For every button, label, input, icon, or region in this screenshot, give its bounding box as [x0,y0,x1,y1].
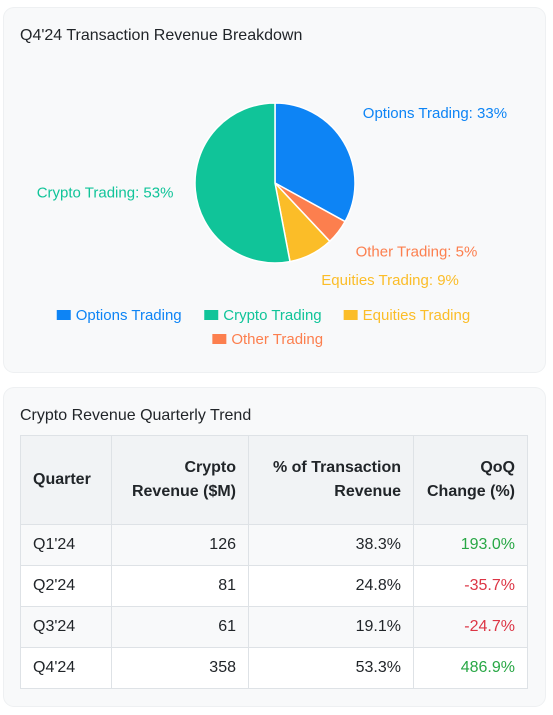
cell-pct-transaction-revenue: 53.3% [248,647,414,689]
cell-qoq-change: 193.0% [413,524,528,566]
slice-label-other-trading: Other Trading: 5% [356,244,478,261]
revenue-breakdown-card: Q4'24 Transaction Revenue Breakdown Opti… [4,8,545,372]
cell-quarter: Q1'24 [20,524,112,566]
legend-item-other-trading[interactable]: Other Trading [212,331,323,348]
legend-label: Options Trading [76,307,182,324]
slice-label-equities-trading: Equities Trading: 9% [321,272,459,289]
legend-swatch [212,334,227,344]
cell-crypto-revenue: 81 [111,565,249,607]
cell-pct-transaction-revenue: 19.1% [248,606,414,648]
crypto-trend-table: Quarter Crypto Revenue ($M) % of Transac… [20,435,528,689]
revenue-pie-chart: Options Trading: 33% Other Trading: 5% Equ… [37,102,507,348]
legend-label: Crypto Trading [223,307,321,324]
cell-quarter: Q2'24 [20,565,112,607]
legend-swatch [56,310,71,320]
legend-item-crypto-trading[interactable]: Crypto Trading [204,307,322,324]
legend-swatch [204,310,219,320]
cell-pct-transaction-revenue: 24.8% [248,565,414,607]
breakdown-card-title: Q4'24 Transaction Revenue Breakdown [20,27,303,44]
cell-crypto-revenue: 358 [111,647,249,689]
cell-qoq-change: 486.9% [413,647,528,689]
legend-item-options-trading[interactable]: Options Trading [56,307,182,324]
cell-quarter: Q3'24 [20,606,112,648]
legend-swatch [343,310,358,320]
column-header-crypto-revenue: Crypto Revenue ($M) [111,435,249,525]
column-header-quarter: Quarter [20,435,112,525]
cell-crypto-revenue: 126 [111,524,249,566]
column-header-pct-transaction-revenue: % of Transaction Revenue [248,435,414,525]
table-row: Q4'24 358 53.3% 486.9% [20,647,528,689]
cell-crypto-revenue: 61 [111,606,249,648]
cell-quarter: Q4'24 [20,647,112,689]
legend-label: Equities Trading [363,307,471,324]
column-header-qoq-change: QoQ Change (%) [413,435,528,525]
slice-label-options-trading: Options Trading: 33% [363,105,507,122]
legend-label: Other Trading [231,331,323,348]
cell-pct-transaction-revenue: 38.3% [248,524,414,566]
pie-slice-options-trading [274,102,356,223]
pie-slice-crypto-trading [194,102,291,264]
crypto-trend-card: Crypto Revenue Quarterly Trend Quarter C… [4,388,545,706]
legend-item-equities-trading[interactable]: Equities Trading [343,307,471,324]
cell-qoq-change: -24.7% [413,606,528,648]
cell-qoq-change: -35.7% [413,565,528,607]
table-row: Q3'24 61 19.1% -24.7% [20,606,528,648]
table-row: Q1'24 126 38.3% 193.0% [20,524,528,566]
trend-card-title: Crypto Revenue Quarterly Trend [20,407,252,424]
table-header-row: Quarter Crypto Revenue ($M) % of Transac… [20,435,528,525]
table-row: Q2'24 81 24.8% -35.7% [20,565,528,607]
slice-label-crypto-trading: Crypto Trading: 53% [37,185,174,202]
